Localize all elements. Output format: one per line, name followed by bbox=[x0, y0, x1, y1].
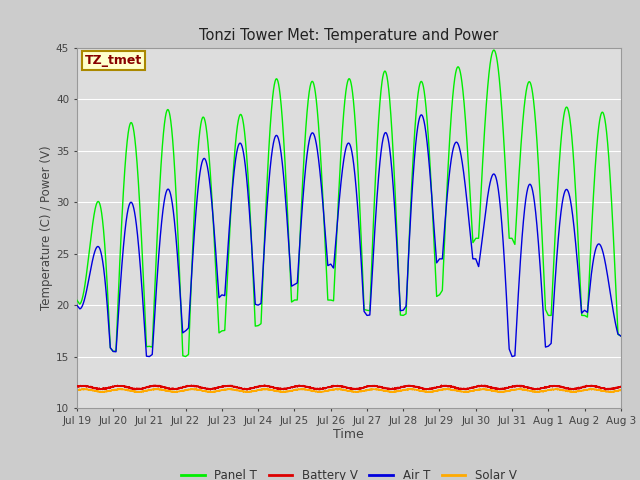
Battery V bbox=[207, 387, 214, 393]
Solar V bbox=[441, 386, 449, 392]
Solar V bbox=[73, 387, 81, 393]
Solar V bbox=[171, 389, 179, 395]
Line: Battery V: Battery V bbox=[77, 385, 621, 390]
Air T bbox=[329, 264, 337, 269]
Y-axis label: Temperature (C) / Power (V): Temperature (C) / Power (V) bbox=[40, 146, 53, 310]
Panel T bbox=[616, 333, 624, 338]
Solar V bbox=[496, 390, 504, 396]
Air T bbox=[145, 354, 153, 360]
Solar V bbox=[329, 386, 337, 392]
Line: Air T: Air T bbox=[77, 115, 621, 357]
Line: Solar V: Solar V bbox=[77, 389, 621, 393]
Text: TZ_tmet: TZ_tmet bbox=[85, 54, 142, 67]
Panel T bbox=[490, 47, 498, 53]
Panel T bbox=[73, 297, 81, 303]
Legend: Panel T, Battery V, Air T, Solar V: Panel T, Battery V, Air T, Solar V bbox=[176, 464, 522, 480]
Air T bbox=[171, 220, 179, 226]
Battery V bbox=[616, 384, 624, 389]
Solar V bbox=[471, 387, 479, 393]
Panel T bbox=[182, 354, 189, 360]
Battery V bbox=[73, 384, 81, 389]
Panel T bbox=[441, 237, 449, 242]
Battery V bbox=[171, 386, 179, 392]
Air T bbox=[616, 333, 624, 338]
Battery V bbox=[471, 384, 479, 390]
Air T bbox=[502, 280, 509, 286]
Solar V bbox=[260, 386, 268, 392]
Air T bbox=[471, 256, 479, 262]
Panel T bbox=[329, 298, 337, 303]
Panel T bbox=[471, 237, 479, 243]
Battery V bbox=[441, 383, 449, 388]
Panel T bbox=[171, 164, 179, 170]
Solar V bbox=[502, 389, 509, 395]
Battery V bbox=[502, 386, 509, 392]
Air T bbox=[617, 333, 625, 339]
Battery V bbox=[329, 383, 337, 389]
X-axis label: Time: Time bbox=[333, 429, 364, 442]
Air T bbox=[441, 223, 449, 229]
Solar V bbox=[617, 387, 625, 393]
Air T bbox=[73, 302, 81, 308]
Air T bbox=[417, 112, 425, 118]
Line: Panel T: Panel T bbox=[77, 50, 621, 357]
Title: Tonzi Tower Met: Temperature and Power: Tonzi Tower Met: Temperature and Power bbox=[199, 28, 499, 43]
Solar V bbox=[616, 388, 624, 394]
Battery V bbox=[617, 384, 625, 390]
Battery V bbox=[438, 382, 445, 388]
Panel T bbox=[502, 170, 509, 176]
Panel T bbox=[617, 333, 625, 339]
